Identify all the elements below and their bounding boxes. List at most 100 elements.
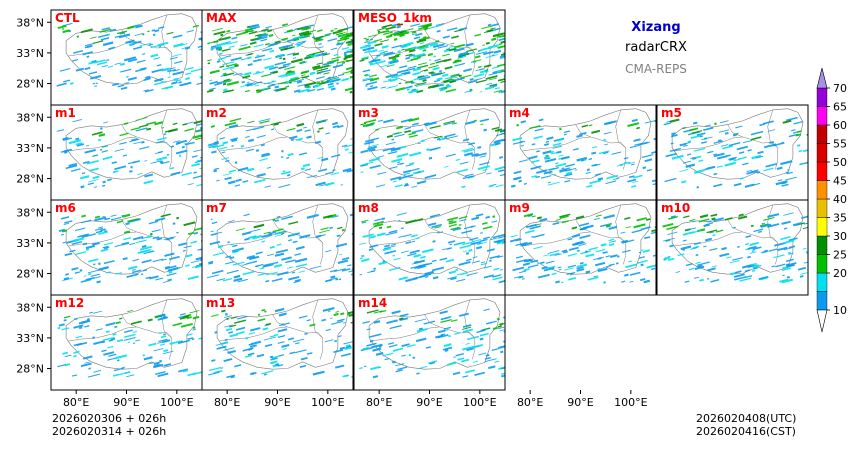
reflectivity-streak — [115, 321, 121, 325]
reflectivity-streak — [313, 84, 321, 88]
reflectivity-streak — [668, 216, 678, 220]
reflectivity-streak — [92, 175, 100, 180]
reflectivity-streak — [709, 231, 714, 234]
colorbar-tick-label: 40 — [833, 193, 847, 206]
reflectivity-streak — [427, 52, 434, 57]
reflectivity-streak — [271, 277, 283, 282]
reflectivity-streak — [274, 231, 285, 235]
reflectivity-streak — [565, 163, 575, 168]
reflectivity-streak — [518, 159, 529, 163]
reflectivity-streak — [183, 245, 192, 249]
reflectivity-streak — [431, 259, 437, 263]
reflectivity-streak — [781, 267, 791, 272]
reflectivity-streak — [559, 127, 562, 131]
reflectivity-streak — [620, 164, 624, 166]
reflectivity-streak — [475, 79, 487, 84]
reflectivity-streak — [101, 64, 109, 68]
reflectivity-streak — [231, 138, 238, 143]
reflectivity-streak — [160, 213, 171, 218]
reflectivity-streak — [322, 61, 335, 66]
reflectivity-streak — [392, 57, 397, 61]
reflectivity-streak — [757, 150, 764, 155]
reflectivity-streak — [225, 328, 233, 332]
colorbar-segment — [816, 272, 828, 292]
reflectivity-streak — [85, 248, 90, 251]
reflectivity-streak — [127, 341, 131, 343]
reflectivity-streak — [368, 143, 379, 148]
reflectivity-streak — [385, 26, 396, 31]
reflectivity-streak — [594, 173, 601, 176]
reflectivity-streak — [348, 313, 353, 317]
reflectivity-streak — [624, 161, 627, 164]
reflectivity-streak — [627, 178, 637, 183]
reflectivity-streak — [294, 349, 307, 354]
reflectivity-streak — [285, 70, 295, 75]
reflectivity-streak — [704, 238, 711, 242]
reflectivity-streak — [316, 62, 323, 65]
panel-label: MAX — [206, 11, 237, 25]
reflectivity-streak — [410, 81, 415, 85]
reflectivity-streak — [395, 125, 403, 130]
reflectivity-streak — [450, 277, 457, 281]
reflectivity-streak — [237, 278, 248, 283]
panel-label: m13 — [206, 296, 235, 310]
reflectivity-streak — [63, 319, 67, 322]
reflectivity-streak — [143, 180, 154, 185]
reflectivity-streak — [341, 257, 350, 261]
reflectivity-streak — [184, 141, 195, 146]
reflectivity-streak — [465, 258, 472, 262]
reflectivity-streak — [463, 68, 472, 73]
colorbar-segment — [816, 180, 828, 200]
reflectivity-streak — [485, 54, 499, 59]
reflectivity-streak — [397, 366, 408, 371]
reflectivity-streak — [326, 58, 340, 64]
reflectivity-streak — [750, 169, 759, 173]
reflectivity-streak — [93, 369, 102, 373]
reflectivity-streak — [475, 213, 484, 217]
reflectivity-streak — [350, 273, 353, 276]
reflectivity-streak — [105, 322, 116, 327]
reflectivity-streak — [403, 184, 409, 187]
reflectivity-streak — [287, 232, 300, 238]
reflectivity-streak — [693, 241, 701, 246]
reflectivity-streak — [451, 80, 455, 83]
reflectivity-streak — [401, 343, 410, 347]
reflectivity-streak — [688, 131, 701, 136]
reflectivity-streak — [310, 54, 318, 58]
reflectivity-streak — [538, 118, 544, 122]
reflectivity-streak — [613, 177, 619, 181]
reflectivity-streak — [101, 27, 111, 31]
reflectivity-streak — [498, 37, 505, 42]
reflectivity-streak — [253, 223, 265, 229]
reflectivity-streak — [389, 324, 402, 330]
reflectivity-streak — [462, 138, 470, 142]
panel-content — [56, 108, 202, 189]
reflectivity-streak — [84, 361, 90, 364]
lat-tick-label: 28°N — [16, 268, 44, 281]
reflectivity-streak — [531, 143, 536, 146]
reflectivity-streak — [84, 148, 96, 154]
reflectivity-streak — [116, 339, 124, 343]
reflectivity-streak — [274, 85, 280, 89]
reflectivity-streak — [154, 217, 166, 222]
colorbar-min-triangle — [816, 309, 828, 333]
reflectivity-streak — [698, 218, 710, 223]
reflectivity-streak — [605, 224, 611, 228]
reflectivity-streak — [663, 256, 671, 261]
reflectivity-streak — [464, 173, 474, 177]
reflectivity-streak — [280, 232, 285, 235]
reflectivity-streak — [720, 144, 729, 147]
reflectivity-streak — [61, 28, 65, 30]
reflectivity-streak — [129, 242, 136, 246]
reflectivity-streak — [652, 254, 656, 257]
reflectivity-streak — [729, 260, 740, 264]
reflectivity-streak — [453, 332, 461, 335]
reflectivity-streak — [463, 225, 476, 230]
reflectivity-streak — [603, 138, 607, 142]
reflectivity-streak — [88, 61, 95, 65]
reflectivity-streak — [172, 322, 183, 327]
reflectivity-streak — [295, 263, 308, 268]
reflectivity-streak — [542, 150, 552, 155]
reflectivity-streak — [500, 40, 505, 44]
reflectivity-streak — [484, 86, 495, 91]
